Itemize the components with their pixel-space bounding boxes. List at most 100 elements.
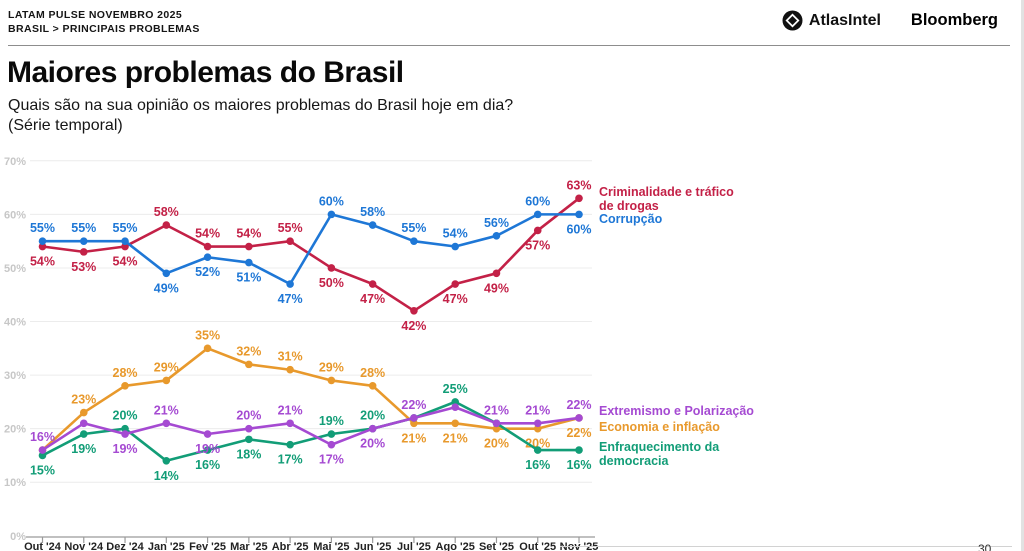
legend-label: Economia e inflação (599, 420, 720, 434)
data-point (121, 424, 129, 433)
data-point (327, 210, 336, 219)
atlasintel-wordmark: AtlasIntel (808, 11, 881, 29)
data-point (286, 365, 294, 374)
data-point-label: 47% (278, 292, 303, 306)
data-point (245, 242, 253, 251)
y-axis-tick-label: 60% (4, 209, 26, 221)
data-point-label: 21% (154, 403, 179, 417)
data-point-label: 58% (154, 205, 179, 219)
data-point-label: 53% (71, 260, 96, 274)
data-point-label: 42% (401, 319, 426, 333)
x-axis-tick-label: Jan '25 (148, 541, 185, 551)
data-point-label: 29% (154, 360, 179, 374)
data-point-label: 52% (195, 265, 220, 279)
data-point-label: 55% (71, 221, 96, 235)
x-axis-tick-label: Set '25 (479, 541, 514, 551)
data-point-label: 54% (195, 227, 220, 241)
series-line (41, 347, 581, 452)
data-point (162, 269, 171, 278)
x-axis-tick-label: Out '24 (24, 541, 62, 551)
series-line (41, 213, 581, 286)
x-axis: Out '24 Nov '24 Dez '24 Jan '25 Fev '25 Mar '… (24, 536, 598, 551)
data-point-label: 23% (71, 393, 96, 407)
data-point-label: 21% (484, 403, 509, 417)
atlasintel-icon (782, 10, 803, 31)
data-point (410, 419, 418, 428)
data-point (245, 258, 253, 267)
data-point (286, 237, 294, 245)
data-point (410, 414, 418, 422)
data-point-label: 29% (319, 360, 344, 374)
data-point (533, 226, 542, 235)
data-point-label: 57% (525, 238, 550, 252)
data-point-label: 60% (319, 194, 344, 208)
data-point (368, 221, 377, 229)
data-point (575, 446, 583, 454)
data-point-label: 14% (154, 469, 179, 483)
legend-label: democracia (599, 454, 670, 468)
data-point-label: 50% (319, 276, 344, 290)
series-line (41, 405, 581, 452)
data-point-label: 21% (525, 403, 550, 417)
data-point-label: 49% (154, 281, 179, 295)
data-point (203, 253, 212, 262)
data-point-label: 17% (278, 453, 303, 467)
data-point (327, 440, 336, 449)
y-axis-tick-label: 10% (4, 477, 26, 489)
data-point (492, 424, 501, 433)
legend-label: Corrupção (599, 212, 663, 226)
data-point (368, 382, 377, 390)
data-point (38, 451, 47, 460)
data-point (79, 419, 88, 428)
data-point (410, 237, 418, 245)
data-point-label: 19% (319, 414, 344, 428)
data-point-label: 20% (484, 437, 509, 451)
series-enfraquecimento-da-democracia: 15% 19% 20% 14% 16% 18% 17% 19% 20% 25% 16% 16% Enfr… (30, 382, 720, 483)
data-point (121, 430, 129, 438)
x-axis-tick-label: Jun '25 (354, 541, 391, 551)
kicker-line-1: LATAM PULSE NOVEMBRO 2025 (8, 9, 183, 21)
y-axis-tick-label: 30% (4, 370, 26, 382)
data-point (162, 419, 171, 428)
data-point-label: 21% (443, 431, 468, 445)
header-divider (8, 45, 1010, 46)
data-point (575, 414, 583, 422)
data-point (575, 194, 583, 203)
data-point-label: 47% (360, 292, 385, 306)
data-point-label: 58% (360, 205, 385, 219)
data-point (203, 242, 212, 251)
data-point (492, 269, 501, 278)
data-point-label: 28% (360, 366, 385, 380)
data-point-label: 16% (525, 458, 550, 472)
x-axis-tick-label: Out '25 (519, 541, 556, 551)
data-point (410, 307, 418, 315)
data-point-label: 54% (443, 227, 468, 241)
data-point (203, 344, 212, 353)
data-point (245, 424, 253, 433)
data-point (286, 280, 294, 288)
series-line (41, 197, 581, 313)
data-point-label: 28% (113, 366, 138, 380)
data-point (79, 237, 88, 245)
data-point-label: 22% (566, 426, 591, 440)
data-point (38, 237, 47, 245)
right-edge-strip (1021, 0, 1024, 551)
data-point (451, 280, 460, 288)
data-point-label: 21% (401, 431, 426, 445)
legend-label: Extremismo e Polarização (599, 404, 754, 418)
x-axis-tick-label: Nov '24 (64, 541, 104, 551)
data-point-label: 47% (443, 292, 468, 306)
x-axis-tick-label: Dez '24 (106, 541, 144, 551)
data-point-label: 55% (113, 221, 138, 235)
data-point (286, 419, 294, 428)
legend-label: Criminalidade e tráfico (599, 185, 734, 199)
data-point-label: 17% (319, 453, 344, 467)
data-point (451, 242, 460, 251)
series-corrup-o: 55% 55% 55% 49% 52% 51% 47% 60% 58% 55% 54% 56% 60% 6… (30, 194, 663, 306)
page-number: 30 (978, 542, 992, 551)
data-point-label: 20% (360, 409, 385, 423)
data-point-label: 49% (484, 281, 509, 295)
subtitle-line-2: (Série temporal) (8, 117, 123, 134)
data-point (327, 430, 336, 438)
page-title: Maiores problemas do Brasil (7, 56, 404, 89)
